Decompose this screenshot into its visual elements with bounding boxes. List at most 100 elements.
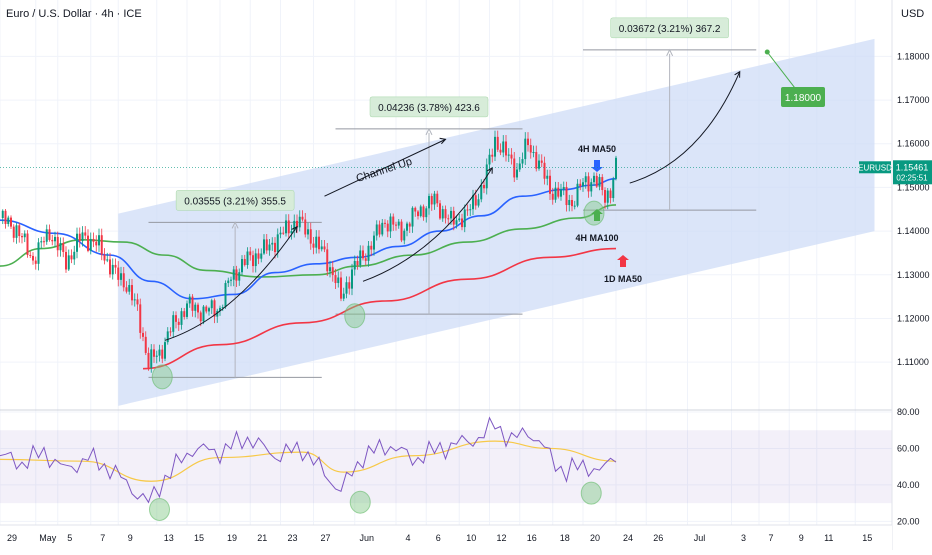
candle-body	[205, 306, 208, 312]
candle-body	[56, 236, 59, 251]
current-price-value: 1.15461	[896, 162, 929, 172]
candle-body	[296, 220, 298, 228]
time-tick-label: 16	[527, 533, 537, 543]
candle-body	[252, 255, 254, 267]
candle-body	[98, 235, 100, 246]
candle-body	[175, 315, 177, 322]
candle-body	[161, 349, 164, 359]
time-tick-label: 19	[227, 533, 237, 543]
candle-body	[10, 217, 12, 227]
candle-body	[274, 242, 276, 253]
candle-body	[177, 321, 180, 325]
measure-arrowhead	[231, 221, 239, 229]
rsi-low-highlight	[149, 497, 170, 521]
candle-body	[183, 311, 186, 317]
candle-body	[194, 304, 197, 311]
candle-body	[510, 154, 513, 159]
candle-body	[29, 254, 32, 256]
candle-body	[461, 218, 463, 228]
candle-body	[408, 223, 411, 227]
candle-body	[62, 243, 65, 252]
candle-body	[235, 269, 238, 281]
candle-body	[455, 220, 458, 225]
candle-body	[153, 349, 155, 357]
candle-body	[59, 243, 62, 251]
channel-up-fill	[118, 38, 875, 406]
candle-body	[232, 269, 235, 280]
rsi-tick-label: 20.00	[897, 516, 920, 526]
price-candles	[1, 130, 617, 373]
candle-body	[191, 296, 194, 311]
candle-body	[397, 221, 400, 226]
candle-body	[276, 234, 279, 253]
time-tick-label: 15	[194, 533, 204, 543]
candle-body	[133, 299, 136, 301]
candle-body	[65, 251, 67, 270]
candle-body	[54, 236, 56, 242]
candle-body	[362, 250, 364, 259]
ma50-1d-line	[142, 247, 617, 370]
candle-body	[441, 209, 444, 219]
candle-body	[142, 332, 144, 337]
symbol-tag-bg	[859, 161, 891, 174]
candle-body	[472, 195, 474, 210]
time-tick-label: 13	[164, 533, 174, 543]
candle-body	[367, 245, 370, 261]
candle-body	[403, 230, 406, 241]
projection-arrow	[629, 71, 741, 184]
candle-body	[243, 258, 246, 266]
candle-body	[444, 209, 447, 219]
candle-body	[601, 177, 604, 191]
candle-body	[290, 231, 293, 234]
measure-label: 0.04236 (3.78%) 423.6	[378, 103, 480, 114]
impulse-arrow-1-head	[291, 225, 298, 233]
target-leader	[766, 51, 798, 92]
time-tick-label: 10	[466, 533, 476, 543]
candle-body	[348, 282, 351, 289]
time-tick-label: 5	[67, 533, 72, 543]
candle-body	[463, 209, 466, 228]
candle-body	[320, 246, 323, 250]
candle-body	[474, 195, 477, 206]
candle-body	[103, 254, 106, 261]
candle-body	[208, 308, 210, 312]
candle-body	[7, 217, 10, 224]
candle-body	[411, 207, 414, 227]
measure-arrowhead	[666, 48, 674, 57]
rsi-pane	[0, 416, 892, 521]
candle-body	[483, 184, 485, 189]
candle-body	[571, 199, 573, 207]
candle-body	[188, 296, 191, 304]
candle-body	[87, 235, 89, 251]
candle-body	[224, 283, 227, 308]
candle-body	[538, 160, 540, 169]
candle-body	[246, 251, 249, 266]
time-tick-label: May	[39, 533, 57, 543]
candle-body	[73, 251, 76, 260]
candle-body	[598, 177, 601, 187]
candle-body	[271, 242, 274, 245]
candle-body	[521, 159, 524, 164]
candle-body	[615, 157, 617, 179]
candle-body	[532, 152, 535, 154]
ma100-4h-label: 4H MA100	[575, 233, 618, 243]
candle-body	[199, 312, 202, 322]
candle-body	[331, 267, 334, 276]
price-tick-label: 1.11000	[897, 357, 929, 367]
candle-body	[268, 244, 271, 251]
candle-body	[172, 315, 175, 332]
measure-label: 0.03672 (3.21%) 367.2	[619, 24, 721, 35]
candle-body	[593, 175, 595, 183]
candle-body	[452, 210, 455, 225]
candle-body	[307, 229, 309, 235]
candle-body	[491, 154, 494, 157]
candle-body	[392, 216, 395, 225]
candle-body	[309, 229, 312, 244]
candle-body	[458, 218, 461, 221]
channel-up-band	[118, 38, 875, 406]
candle-body	[573, 205, 576, 207]
candle-body	[23, 233, 26, 238]
candle-body	[480, 184, 483, 200]
